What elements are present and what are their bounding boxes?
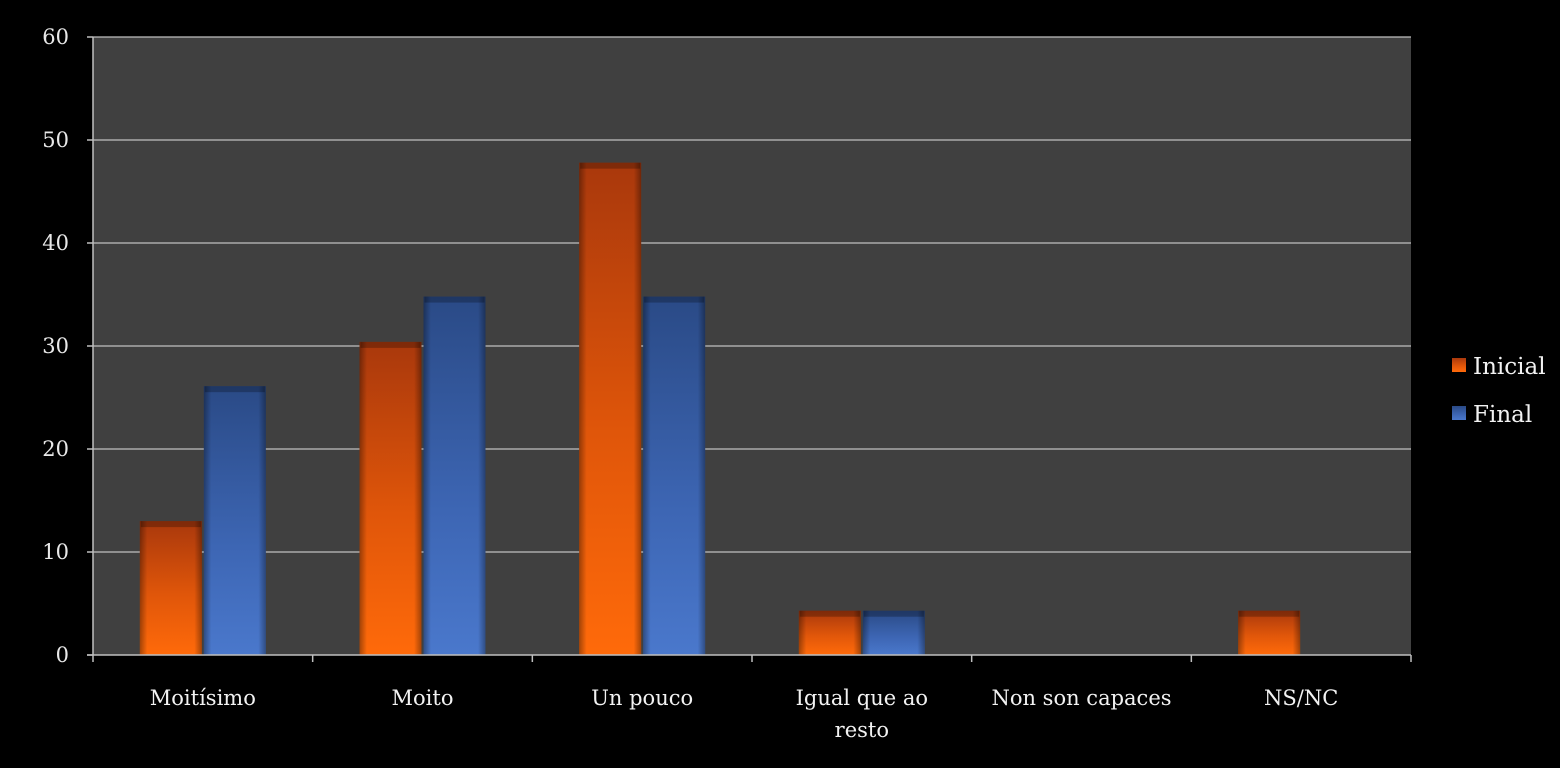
bar-bevel bbox=[798, 610, 861, 655]
x-category-label: Moito bbox=[392, 686, 454, 710]
bar-bevel bbox=[862, 610, 925, 655]
legend-swatch-inicial bbox=[1452, 358, 1466, 372]
bar-inicial bbox=[579, 162, 642, 655]
bar-inicial bbox=[798, 610, 861, 655]
bar-bevel bbox=[203, 386, 266, 655]
y-tick-label: 30 bbox=[42, 334, 69, 358]
legend-label-inicial: Inicial bbox=[1473, 354, 1546, 380]
y-axis-tick-labels: 0 10 20 30 40 50 60 bbox=[42, 25, 69, 667]
x-category-label: NS/NC bbox=[1264, 686, 1338, 710]
bar-bevel bbox=[359, 341, 422, 655]
x-category-label: Igual que ao resto bbox=[796, 686, 928, 742]
bar-inicial bbox=[139, 521, 202, 655]
y-tick-label: 60 bbox=[42, 25, 69, 49]
bar-top-edge bbox=[580, 162, 641, 169]
x-category-label: Moitísimo bbox=[150, 686, 256, 710]
legend-label-final: Final bbox=[1473, 402, 1532, 428]
bar-final bbox=[203, 386, 266, 655]
bar-top-edge bbox=[1239, 610, 1300, 617]
y-tick-label: 10 bbox=[42, 540, 69, 564]
bar-final bbox=[423, 296, 486, 655]
bar-inicial bbox=[359, 341, 422, 655]
bar-inicial bbox=[1238, 610, 1301, 655]
legend-item-inicial[interactable]: Inicial bbox=[1452, 354, 1546, 380]
bar-final bbox=[862, 610, 925, 655]
axes bbox=[87, 36, 1412, 662]
x-axis-category-labels: Moitísimo Moito Un pouco Igual que ao resto N… bbox=[150, 686, 1339, 742]
x-category-label: Non son capaces bbox=[991, 686, 1171, 710]
y-tick-label: 50 bbox=[42, 128, 69, 152]
y-tick-label: 20 bbox=[42, 437, 69, 461]
bar-top-edge bbox=[360, 341, 421, 348]
bar-top-edge bbox=[799, 610, 860, 617]
bar-bevel bbox=[579, 162, 642, 655]
x-category-label: Un pouco bbox=[591, 686, 693, 710]
bar-top-edge bbox=[204, 386, 265, 393]
bar-top-edge bbox=[644, 296, 705, 303]
bar-bevel bbox=[139, 521, 202, 655]
bar-final bbox=[643, 296, 706, 655]
legend-item-final[interactable]: Final bbox=[1452, 402, 1532, 428]
gridlines bbox=[93, 36, 1411, 553]
y-tick-label: 0 bbox=[56, 643, 69, 667]
legend-swatch-final bbox=[1452, 406, 1466, 420]
bars bbox=[139, 162, 1301, 655]
bar-top-edge bbox=[140, 521, 201, 528]
bar-bevel bbox=[643, 296, 706, 655]
bar-bevel bbox=[1238, 610, 1301, 655]
legend: Inicial Final bbox=[1452, 354, 1546, 428]
y-tick-label: 40 bbox=[42, 231, 69, 255]
bar-bevel bbox=[423, 296, 486, 655]
bar-top-edge bbox=[863, 610, 924, 617]
bar-top-edge bbox=[424, 296, 485, 303]
